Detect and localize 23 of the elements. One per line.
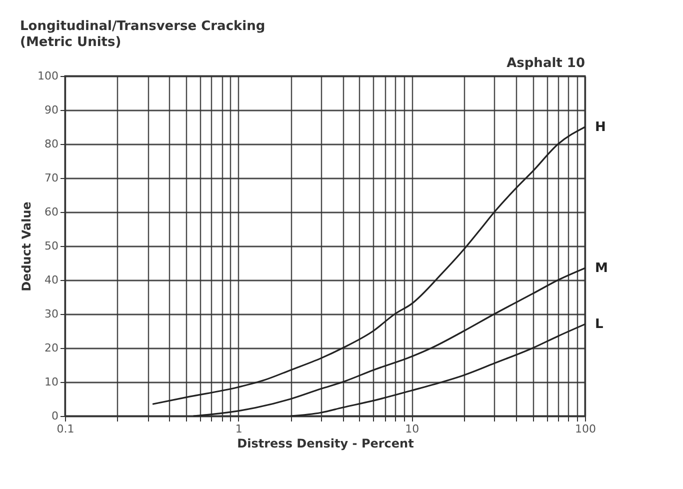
series-label: M [595, 261, 608, 276]
y-tick-label: 90 [44, 104, 58, 116]
x-tick-label: 1 [235, 422, 242, 436]
y-tick-label: 40 [44, 274, 58, 286]
x-tick-label: 10 [405, 422, 420, 436]
y-tick-label: 20 [44, 342, 58, 354]
series-label: H [595, 120, 606, 135]
text: Asphalt 10 [506, 56, 585, 71]
y-axis-title: Deduct Value [20, 202, 34, 292]
x-tick-label: 0.1 [56, 422, 74, 436]
y-tick-label: 70 [44, 172, 58, 184]
y-tick-label: 0 [52, 410, 58, 422]
series-label: L [595, 317, 604, 332]
y-tick-label: 60 [44, 206, 58, 218]
y-tick-label: 80 [44, 138, 58, 150]
y-tick-label: 30 [44, 308, 58, 320]
y-tick-label: 50 [44, 240, 58, 252]
x-axis-title: Distress Density - Percent [237, 436, 414, 450]
chart-subtitle: (Metric Units) [20, 35, 122, 50]
y-tick-label: 10 [44, 376, 58, 388]
y-tick-label: 100 [38, 70, 58, 82]
chart-title: Longitudinal/Transverse Cracking [20, 19, 266, 34]
x-tick-label: 100 [575, 422, 596, 436]
